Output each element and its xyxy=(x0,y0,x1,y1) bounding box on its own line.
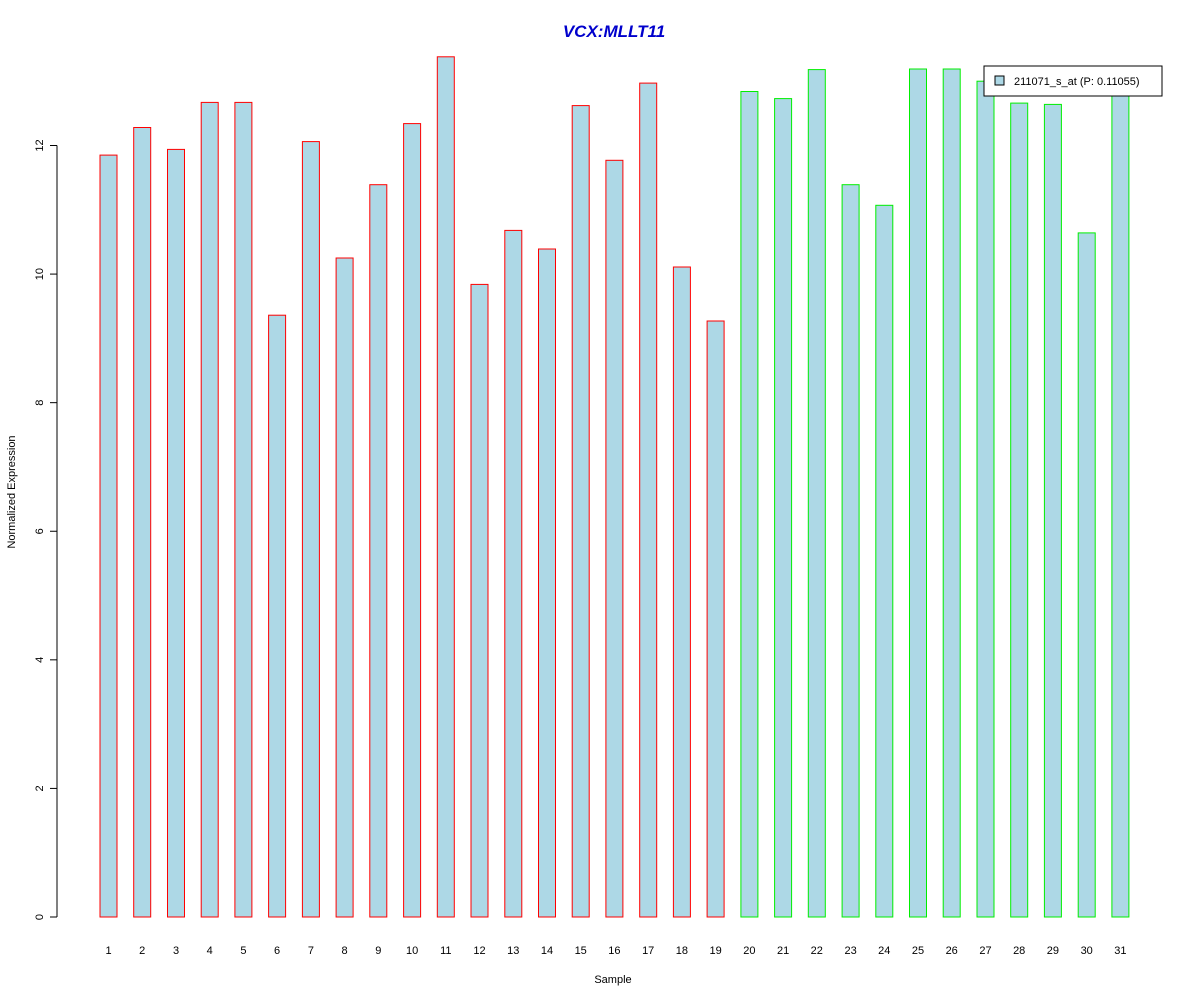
x-tick-label: 24 xyxy=(878,945,890,957)
x-tick-label: 15 xyxy=(575,945,587,957)
x-tick-label: 19 xyxy=(709,945,721,957)
x-tick-label: 7 xyxy=(308,945,314,957)
bar-17 xyxy=(639,82,658,918)
y-tick-label: 0 xyxy=(34,914,46,920)
x-tick-label: 8 xyxy=(342,945,348,957)
bar-2 xyxy=(133,127,152,918)
x-tick-label: 27 xyxy=(979,945,991,957)
bar-21 xyxy=(774,98,793,918)
bar-25 xyxy=(909,68,927,918)
bar-28 xyxy=(1010,102,1029,918)
bar-24 xyxy=(875,204,894,918)
y-tick-label: 8 xyxy=(34,400,46,406)
y-axis: 0 2 4 6 8 10 12 xyxy=(34,139,58,920)
bar-6 xyxy=(268,314,287,918)
bar-13 xyxy=(504,229,523,918)
bar-27 xyxy=(976,80,995,918)
x-tick-label: 22 xyxy=(811,945,823,957)
bar-12 xyxy=(470,283,489,918)
x-tick-label: 14 xyxy=(541,945,553,957)
x-tick-label: 29 xyxy=(1047,945,1059,957)
bar-3 xyxy=(167,148,185,918)
chart-title: VCX:MLLT11 xyxy=(563,22,665,41)
y-tick-label: 4 xyxy=(34,657,46,663)
y-tick-label: 10 xyxy=(34,268,46,280)
bar-20 xyxy=(740,91,759,918)
bar-23 xyxy=(841,184,860,918)
bar-16 xyxy=(605,159,624,918)
bars-group xyxy=(99,56,1130,918)
y-tick-label: 2 xyxy=(34,785,46,791)
y-axis-label: Normalized Expression xyxy=(6,435,18,548)
bar-18 xyxy=(672,266,691,918)
bar-31 xyxy=(1111,82,1130,918)
legend-swatch xyxy=(994,75,1005,86)
x-tick-label: 3 xyxy=(173,945,179,957)
bar-10 xyxy=(403,123,422,918)
bar-11 xyxy=(436,56,455,918)
bar-26 xyxy=(942,68,961,918)
legend: 211071_s_at (P: 0.11055) xyxy=(983,65,1163,97)
bar-30 xyxy=(1077,232,1096,918)
x-tick-label: 1 xyxy=(105,945,111,957)
x-tick-label: 17 xyxy=(642,945,654,957)
legend-box xyxy=(983,65,1163,97)
y-tick-label: 6 xyxy=(34,528,46,534)
bar-5 xyxy=(234,101,253,918)
x-axis-label: Sample xyxy=(594,974,631,986)
x-tick-label: 21 xyxy=(777,945,789,957)
x-tick-label: 2 xyxy=(139,945,145,957)
bar-8 xyxy=(335,257,354,918)
bar-22 xyxy=(807,69,826,918)
x-tick-label: 26 xyxy=(946,945,958,957)
x-tick-label: 10 xyxy=(406,945,418,957)
bar-9 xyxy=(369,184,388,918)
x-tick-label: 12 xyxy=(473,945,485,957)
bar-29 xyxy=(1043,103,1062,918)
legend-label: 211071_s_at (P: 0.11055) xyxy=(1014,76,1140,88)
x-tick-label: 13 xyxy=(507,945,519,957)
x-tick-label: 9 xyxy=(375,945,381,957)
x-tick-label: 25 xyxy=(912,945,924,957)
bar-1 xyxy=(99,154,118,918)
x-tick-label: 18 xyxy=(676,945,688,957)
bar-7 xyxy=(301,141,320,918)
x-tick-label: 4 xyxy=(207,945,213,957)
x-tick-labels: 1 2 3 4 5 6 7 8 9 10 11 12 13 14 15 16 17 18 19 20 21 22 23 24 2… xyxy=(105,945,1126,957)
x-tick-label: 31 xyxy=(1114,945,1126,957)
y-tick-label: 12 xyxy=(34,139,46,151)
x-tick-label: 28 xyxy=(1013,945,1025,957)
bar-15 xyxy=(571,105,590,918)
x-tick-label: 16 xyxy=(608,945,620,957)
x-tick-label: 11 xyxy=(440,945,451,957)
bar-14 xyxy=(538,248,556,918)
x-tick-label: 5 xyxy=(240,945,246,957)
x-tick-label: 6 xyxy=(274,945,280,957)
x-tick-label: 20 xyxy=(743,945,755,957)
bar-4 xyxy=(200,101,219,918)
x-tick-label: 23 xyxy=(844,945,856,957)
bar-19 xyxy=(706,320,725,918)
x-tick-label: 30 xyxy=(1081,945,1093,957)
